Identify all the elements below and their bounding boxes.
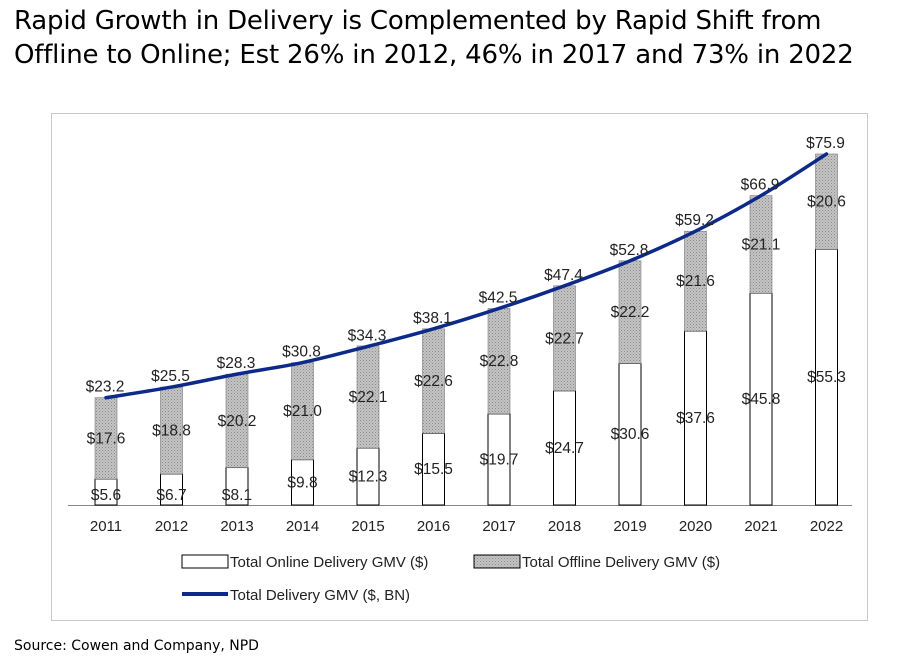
legend: Total Online Delivery GMV ($) Total Offl… xyxy=(181,554,720,604)
label-online-2021: $45.8 xyxy=(742,391,781,408)
label-total-2018: $47.4 xyxy=(544,267,583,284)
label-online-2017: $19.7 xyxy=(480,451,519,468)
legend-swatch-offline xyxy=(473,554,521,569)
source-note: Source: Cowen and Company, NPD xyxy=(14,638,259,654)
label-total-2017: $42.5 xyxy=(479,289,518,306)
label-offline-2012: $18.8 xyxy=(152,423,191,440)
label-online-2015: $12.3 xyxy=(349,469,388,486)
title-line-1: Rapid Growth in Delivery is Complemented… xyxy=(14,6,822,36)
label-offline-2018: $22.7 xyxy=(545,330,584,347)
tick-label-2019: 2019 xyxy=(613,518,646,535)
label-total-2019: $52.8 xyxy=(610,242,649,259)
tick-label-2021: 2021 xyxy=(744,518,777,535)
label-online-2011: $5.6 xyxy=(91,487,121,504)
label-total-2020: $59.2 xyxy=(675,212,714,229)
label-offline-2021: $21.1 xyxy=(742,236,781,253)
label-total-2021: $66.9 xyxy=(741,177,780,194)
chart-frame xyxy=(51,113,868,621)
tick-label-2022: 2022 xyxy=(810,518,843,535)
label-offline-2017: $22.8 xyxy=(480,353,519,370)
title-line-2: Offline to Online; Est 26% in 2012, 46% … xyxy=(14,40,854,70)
label-offline-2011: $17.6 xyxy=(87,430,126,447)
label-online-2016: $15.5 xyxy=(414,461,453,478)
legend-label-offline: Total Offline Delivery GMV ($) xyxy=(522,554,720,571)
legend-label-online: Total Online Delivery GMV ($) xyxy=(230,554,428,571)
label-total-2013: $28.3 xyxy=(217,355,256,372)
total-delivery-line xyxy=(104,152,829,400)
label-total-2015: $34.3 xyxy=(348,327,387,344)
label-total-2011: $23.2 xyxy=(86,379,125,396)
label-total-2022: $75.9 xyxy=(806,135,845,152)
tick-label-2017: 2017 xyxy=(482,518,515,535)
label-total-2016: $38.1 xyxy=(413,310,452,327)
label-total-2012: $25.5 xyxy=(151,368,190,385)
label-offline-2020: $21.6 xyxy=(676,273,715,290)
label-offline-2019: $22.2 xyxy=(611,304,650,321)
label-online-2020: $37.6 xyxy=(676,410,715,427)
label-offline-2016: $22.6 xyxy=(414,373,453,390)
label-online-2012: $6.7 xyxy=(156,487,186,504)
label-online-2022: $55.3 xyxy=(807,369,846,386)
tick-label-2011: 2011 xyxy=(90,518,122,535)
legend-label-total: Total Delivery GMV ($, BN) xyxy=(230,587,410,604)
label-online-2013: $8.1 xyxy=(222,487,252,504)
label-offline-2022: $20.6 xyxy=(807,194,846,211)
tick-label-2016: 2016 xyxy=(417,518,450,535)
tick-label-2014: 2014 xyxy=(286,518,319,535)
label-online-2014: $9.8 xyxy=(287,474,317,491)
label-offline-2015: $22.1 xyxy=(349,389,388,406)
label-total-2014: $30.8 xyxy=(282,344,321,361)
tick-label-2018: 2018 xyxy=(548,518,581,535)
legend-swatch-online xyxy=(181,554,229,569)
tick-label-2015: 2015 xyxy=(351,518,384,535)
tick-label-2013: 2013 xyxy=(220,518,253,535)
tick-label-2012: 2012 xyxy=(155,518,188,535)
label-online-2018: $24.7 xyxy=(545,440,584,457)
label-offline-2014: $21.0 xyxy=(283,403,322,420)
chart-title: Rapid Growth in Delivery is Complemented… xyxy=(14,4,914,72)
tick-label-2020: 2020 xyxy=(679,518,712,535)
label-offline-2013: $20.2 xyxy=(218,413,257,430)
label-online-2019: $30.6 xyxy=(611,426,650,443)
